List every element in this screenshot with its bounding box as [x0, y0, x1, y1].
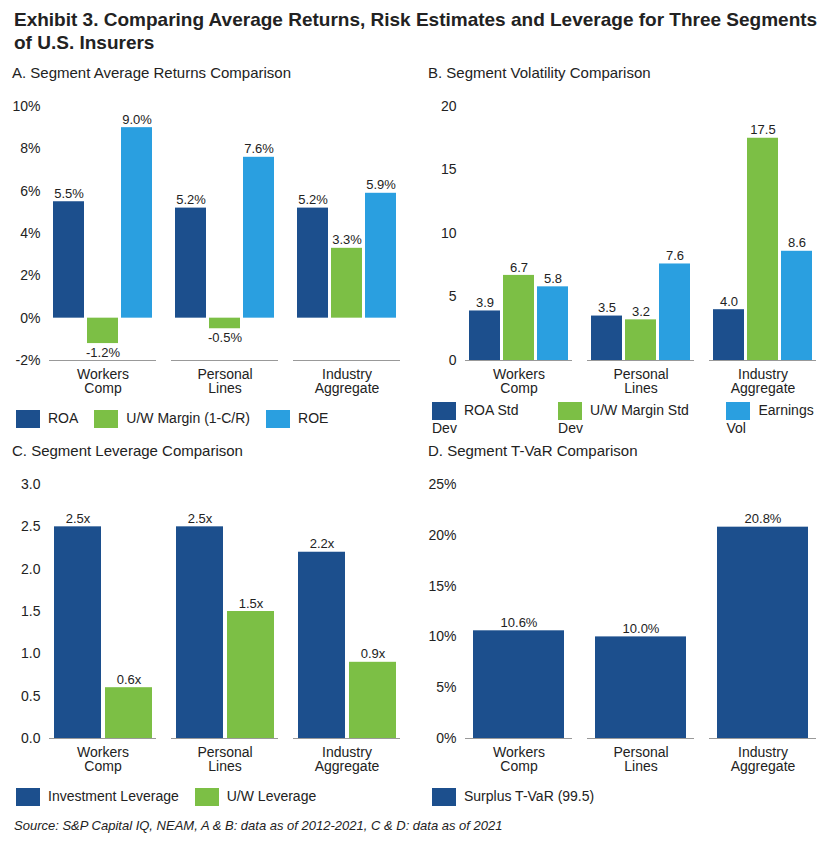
svg-text:4.0: 4.0 [720, 294, 738, 309]
svg-text:3.3%: 3.3% [332, 232, 362, 247]
svg-text:-1.2%: -1.2% [86, 345, 120, 360]
svg-text:2.5: 2.5 [21, 518, 41, 534]
svg-text:3.9: 3.9 [476, 295, 494, 310]
svg-text:8%: 8% [20, 140, 40, 156]
html-text:A. Segment Average Returns Com: A. Segment Average Returns Comparison [12, 64, 291, 81]
html-text:Investment Leverage: Investment Leverage [48, 787, 179, 804]
svg-text:20.8%: 20.8% [745, 511, 782, 526]
svg-text:0%: 0% [436, 730, 456, 746]
html-text:U/W Leverage: U/W Leverage [226, 787, 317, 804]
html-text:Source: S&P Capital IQ, NEAM,: Source: S&P Capital IQ, NEAM, A & B: dat… [14, 818, 503, 833]
svg-text:7.6%: 7.6% [244, 141, 274, 156]
svg-text:6.7: 6.7 [510, 260, 528, 275]
svg-text:10.6%: 10.6% [501, 615, 538, 630]
svg-text:7.6: 7.6 [666, 248, 684, 263]
html-text:C. Segment Leverage Comparison: C. Segment Leverage Comparison [12, 442, 243, 459]
html-text:U/W Margin Std Dev: U/W Margin Std Dev [558, 401, 689, 437]
svg-text:PersonalLines: PersonalLines [613, 366, 668, 396]
svg-text:8.6: 8.6 [788, 235, 806, 250]
html-text:Surplus T-VaR (99.5): Surplus T-VaR (99.5) [464, 787, 595, 804]
svg-text:5.2%: 5.2% [298, 192, 328, 207]
svg-text:15%: 15% [428, 578, 456, 594]
svg-text:2.0: 2.0 [21, 561, 41, 577]
svg-text:WorkersComp: WorkersComp [493, 744, 545, 774]
svg-text:17.5: 17.5 [750, 122, 775, 137]
svg-text:0.6x: 0.6x [117, 672, 142, 687]
svg-text:IndustryAggregate: IndustryAggregate [315, 744, 380, 774]
html-text:Exhibit 3. Comparing Average R: Exhibit 3. Comparing Average Returns, Ri… [14, 9, 818, 53]
svg-text:5.2%: 5.2% [176, 192, 206, 207]
svg-text:4%: 4% [20, 225, 40, 241]
html-text:U/W Margin (1-C/R): U/W Margin (1-C/R) [126, 409, 250, 426]
svg-text:0.9x: 0.9x [361, 646, 386, 661]
svg-text:0%: 0% [20, 310, 40, 326]
svg-text:3.2: 3.2 [632, 304, 650, 319]
html-text:ROA: ROA [48, 409, 79, 426]
svg-text:20: 20 [441, 98, 457, 114]
svg-text:10.0%: 10.0% [623, 621, 660, 636]
svg-text:PersonalLines: PersonalLines [613, 744, 668, 774]
svg-text:25%: 25% [428, 476, 456, 492]
html-text:D. Segment T-VaR Comparison: D. Segment T-VaR Comparison [428, 442, 638, 459]
svg-text:2.2x: 2.2x [310, 536, 335, 551]
svg-text:-0.5%: -0.5% [208, 330, 242, 345]
svg-text:1.5: 1.5 [21, 603, 41, 619]
svg-text:5.9%: 5.9% [366, 177, 396, 192]
svg-text:-2%: -2% [16, 352, 41, 368]
svg-text:WorkersComp: WorkersComp [493, 366, 545, 396]
svg-text:10%: 10% [12, 98, 40, 114]
svg-text:20%: 20% [428, 527, 456, 543]
svg-text:5.8: 5.8 [544, 271, 562, 286]
svg-text:2%: 2% [20, 267, 40, 283]
svg-text:5.5%: 5.5% [54, 186, 84, 201]
html-text:B. Segment Volatility Comparis: B. Segment Volatility Comparison [428, 64, 651, 81]
svg-text:2.5x: 2.5x [66, 511, 91, 526]
svg-text:10%: 10% [428, 628, 456, 644]
svg-text:0.0: 0.0 [21, 730, 41, 746]
svg-text:2.5x: 2.5x [188, 511, 213, 526]
html-text:Earnings Vol: Earnings Vol [726, 401, 814, 437]
svg-text:9.0%: 9.0% [122, 112, 152, 127]
svg-text:PersonalLines: PersonalLines [197, 366, 252, 396]
svg-text:10: 10 [441, 225, 457, 241]
svg-text:5%: 5% [436, 679, 456, 695]
svg-text:3.0: 3.0 [21, 476, 41, 492]
svg-text:0: 0 [449, 352, 457, 368]
svg-text:IndustryAggregate: IndustryAggregate [315, 366, 380, 396]
svg-text:WorkersComp: WorkersComp [77, 366, 129, 396]
svg-text:6%: 6% [20, 183, 40, 199]
svg-text:1.0: 1.0 [21, 645, 41, 661]
svg-text:15: 15 [441, 161, 457, 177]
svg-text:5: 5 [449, 288, 457, 304]
svg-text:IndustryAggregate: IndustryAggregate [731, 366, 796, 396]
svg-text:1.5x: 1.5x [239, 596, 264, 611]
svg-text:3.5: 3.5 [598, 300, 616, 315]
html-text:ROA Std Dev: ROA Std Dev [432, 401, 519, 437]
svg-text:PersonalLines: PersonalLines [197, 744, 252, 774]
svg-text:IndustryAggregate: IndustryAggregate [731, 744, 796, 774]
html-text:ROE: ROE [298, 409, 329, 426]
svg-text:0.5: 0.5 [21, 688, 41, 704]
svg-text:WorkersComp: WorkersComp [77, 744, 129, 774]
